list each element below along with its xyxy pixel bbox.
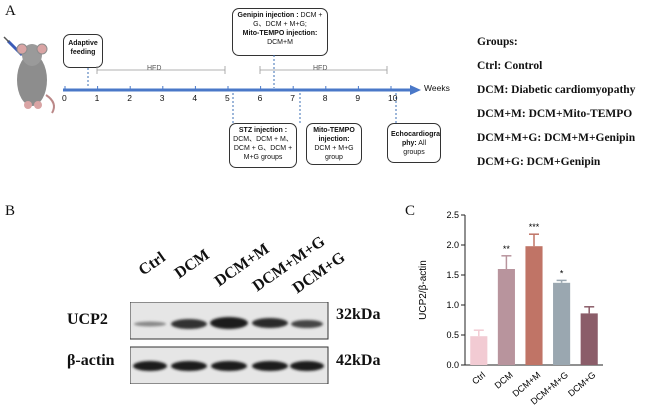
x-tick-label-DCM+G: DCM+G [566,370,598,399]
actin-kda: 42kDa [336,352,381,369]
timeline-tick-label-2: 2 [127,93,132,103]
y-axis-label: UCP2/β-actin [418,260,429,320]
genipin-title: Genipin injection : [237,12,299,19]
ucp2-label: UCP2 [67,311,108,328]
actin-label: β-actin [67,352,115,369]
mito-body-1: DCM+M [267,39,293,46]
group-dcm-m-g: DCM+M+G: DCM+M+Genipin [477,132,636,144]
actin-band-dcm [171,361,207,371]
group-ctrl: Ctrl: Control [477,60,543,72]
genipin-body: DCM + G、DCM + M+G; [253,12,323,28]
bar-DCM [497,269,515,365]
y-tick-label-2: 1.0 [446,300,459,310]
timeline-tick-label-4: 4 [192,93,198,103]
timeline-tick-label-5: 5 [225,93,230,103]
actin-band-dcm-m-g [252,361,288,371]
mito-injection-box-2: Mito-TEMPO injection: DCM + M+G group [306,123,362,165]
groups-legend: Groups: Ctrl: Control DCM: Diabetic card… [477,36,667,176]
y-tick-label-4: 2.0 [446,240,459,250]
hfd-label-2: HFD [313,65,328,72]
genipin-injection-box: Genipin injection : DCM + G、DCM + M+G; M… [232,8,328,56]
bar-Ctrl [470,336,488,365]
stz-injection-box: STZ injection : DCM、DCM + M、DCM + G、DCM … [229,123,297,168]
timeline-tick-label-8: 8 [322,93,328,103]
group-dcm-m: DCM+M: DCM+Mito-TEMPO [477,108,633,120]
ucp2-kda: 32kDa [336,306,381,323]
adaptive-feeding-box: Adaptive feeding [63,34,103,68]
ucp2-band-dcm-m-g [252,318,288,328]
actin-band-dcm-g [290,361,324,371]
panel-c-letter: C [405,203,416,219]
timeline-tick-label-7: 7 [290,93,295,103]
hfd-label-1: HFD [147,65,162,72]
timeline-tick-label-6: 6 [257,93,263,103]
lane-label-dcm: DCM [171,246,213,283]
mito-body-2: DCM + M+G group [314,145,354,161]
significance-DCM+M+G: * [560,268,564,278]
mito-title-1: Mito-TEMPO injection: [242,30,318,37]
ucp2-band-dcm [171,319,207,329]
group-dcm: DCM: Diabetic cardiomyopathy [477,84,636,96]
bar-chart: 0.0 0.5 1.0 1.5 2.0 2.5 UCP2/β-actin Ctrl ** DCM *… [418,210,603,407]
y-tick-label-0: 0.0 [446,360,459,370]
echo-body: All groups [403,140,427,156]
mouse-icon [3,36,55,114]
stz-body: DCM、DCM + M、DCM + G、DCM + M+G groups [233,136,293,161]
groups-title: Groups: [477,36,518,48]
timeline [63,55,421,123]
bar-DCM+M [525,246,543,365]
timeline-tick-label-3: 3 [159,93,165,103]
panel-a-letter: A [5,3,16,19]
timeline-tick-label-10: 10 [388,93,398,103]
timeline-tick-label-0: 0 [62,93,67,103]
ucp2-band-dcm-g [291,320,323,328]
panel-b-letter: B [5,203,16,219]
x-tick-label-DCM: DCM [493,370,515,391]
y-tick-label-5: 2.5 [446,210,459,220]
lane-label-ctrl: Ctrl [135,248,169,280]
western-blot [130,302,329,384]
actin-band-ctrl [133,361,167,371]
actin-band-dcm-m [211,361,247,371]
adaptive-feeding-text: Adaptive feeding [68,40,98,56]
significance-DCM: ** [503,244,511,254]
echo-box: Echocardiogra phy: All groups [387,123,441,163]
mito-title-2: Mito-TEMPO injection: [313,127,355,143]
timeline-tick-label-9: 9 [355,93,361,103]
bar-DCM+G [580,313,598,365]
echo-title: Echocardiogra phy: [391,131,441,147]
stz-title: STZ injection : [238,127,288,134]
bar-DCM+M+G [553,282,571,365]
significance-DCM+M: *** [529,222,540,232]
timeline-tick-label-1: 1 [94,93,100,103]
ucp2-band-dcm-m [210,317,248,329]
ucp2-band-ctrl [134,321,166,327]
group-dcm-g: DCM+G: DCM+Genipin [477,156,601,168]
weeks-label: Weeks [424,83,450,93]
y-tick-label-3: 1.5 [446,270,459,280]
x-tick-label-Ctrl: Ctrl [470,370,487,387]
y-tick-label-1: 0.5 [446,330,459,340]
